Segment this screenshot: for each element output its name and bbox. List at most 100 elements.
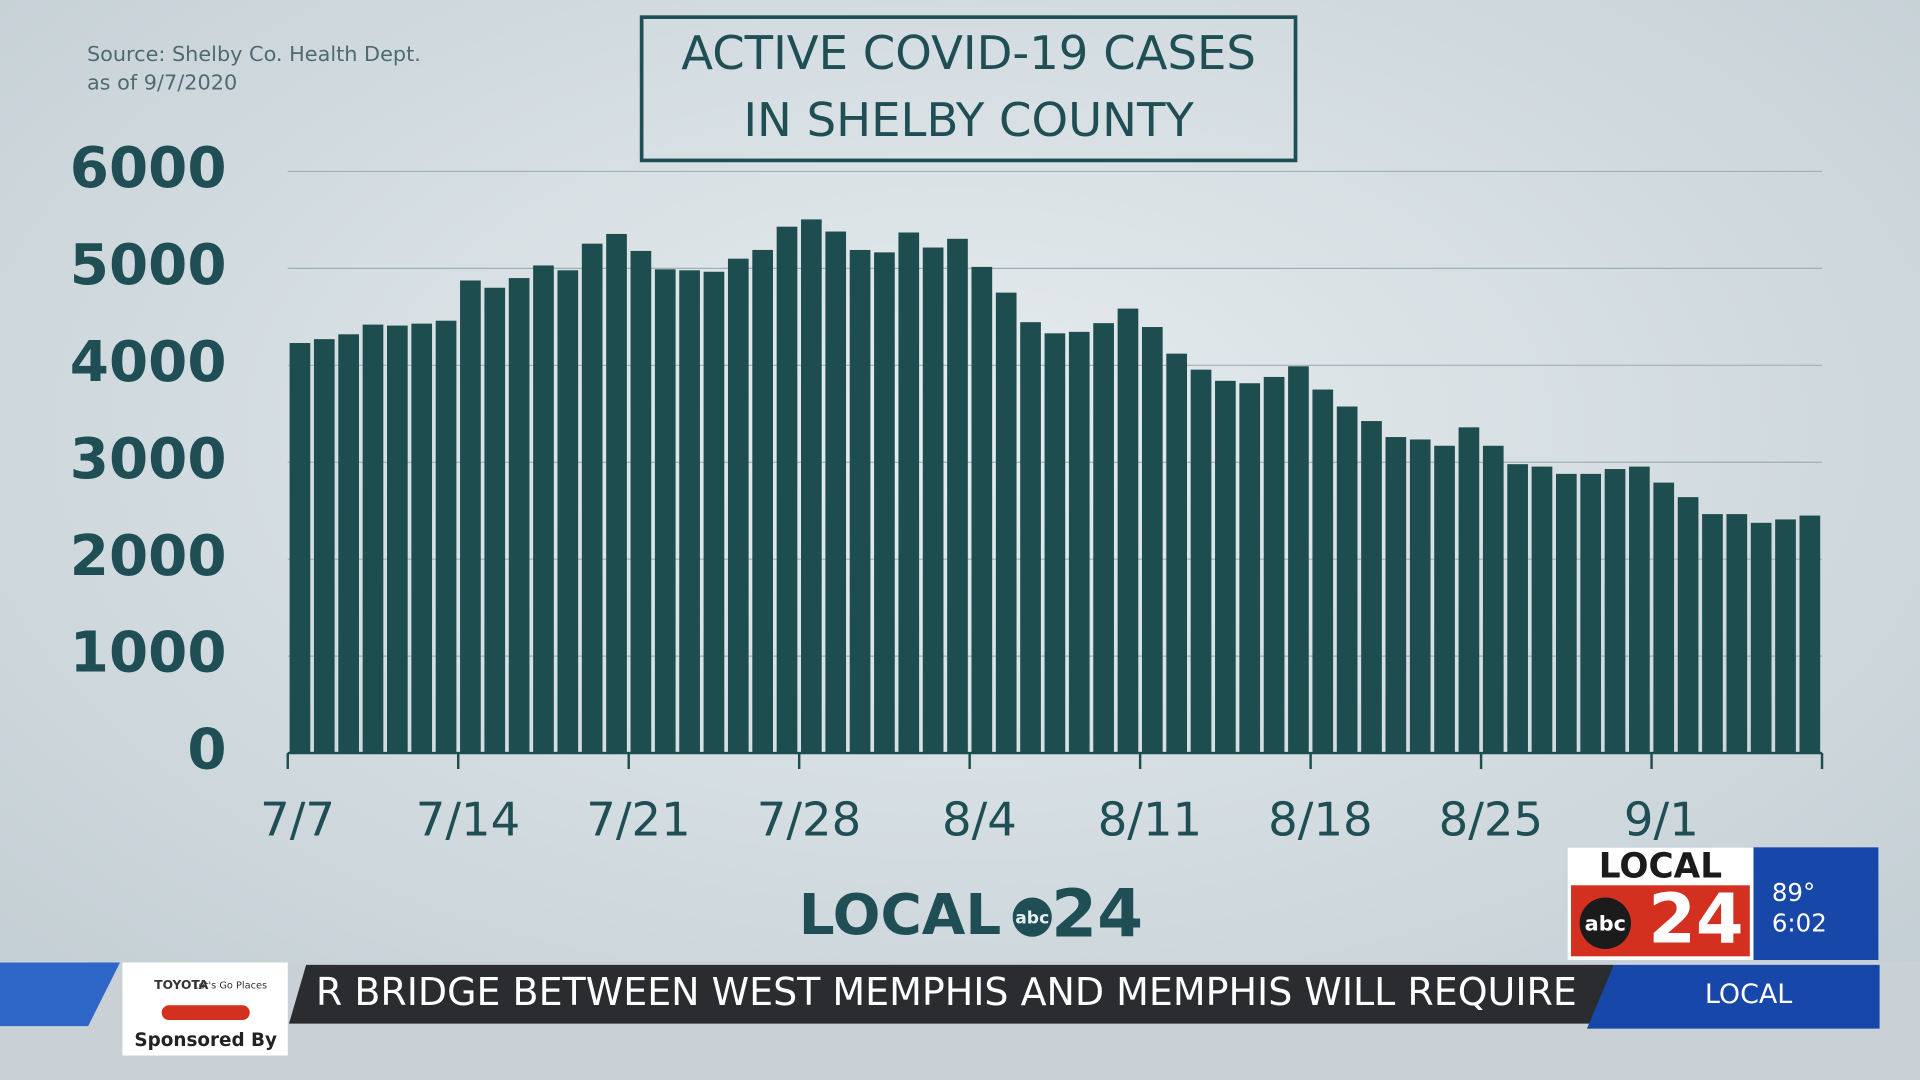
bar [1775, 519, 1796, 754]
chart: Source: Shelby Co. Health Dept. as of 9/… [70, 15, 1824, 846]
bar [1312, 389, 1334, 754]
bar [1336, 406, 1358, 754]
bar [995, 292, 1017, 754]
bar [1726, 514, 1748, 754]
sponsor-slogan: Let's Go Places [193, 981, 267, 992]
station-bug: LOCAL abc 24 89° 6:02 [1567, 847, 1879, 960]
ticker-tag: LOCAL [1705, 979, 1792, 1010]
bar [1799, 515, 1821, 754]
bar [898, 232, 920, 754]
bar [679, 270, 700, 754]
logo-word: LOCAL [799, 883, 1002, 948]
bar [1068, 331, 1090, 754]
station-logo: LOCAL abc 24 [799, 875, 1143, 952]
bug-circle [1579, 897, 1632, 949]
ticker: TOYOTA Let's Go Places Sponsored By R BR… [0, 961, 1920, 1080]
bar [1263, 376, 1285, 754]
y-tick-label: 3000 [70, 427, 227, 492]
bug-number: 24 [1648, 879, 1743, 959]
y-tick-label: 1000 [70, 621, 227, 686]
bar [1677, 497, 1699, 754]
bar [557, 270, 579, 754]
bar [1093, 323, 1114, 754]
bar [1482, 445, 1504, 754]
x-tick-label: 7/28 [757, 792, 861, 846]
bar [338, 334, 359, 754]
bar [849, 249, 871, 754]
bug-word: LOCAL [1599, 847, 1722, 887]
x-tick-label: 7/14 [416, 792, 520, 846]
bar [1141, 327, 1163, 754]
bar [1653, 482, 1675, 754]
y-tick-label: 5000 [70, 233, 227, 298]
y-tick-label: 6000 [70, 136, 227, 201]
x-tick-label: 8/18 [1268, 792, 1372, 846]
bar [1507, 464, 1528, 754]
bar [947, 238, 968, 754]
x-tick-label: 9/1 [1624, 792, 1699, 846]
ticker-left-block [0, 962, 120, 1027]
bar [1190, 369, 1212, 754]
bar [727, 258, 749, 754]
x-tick-label: 8/11 [1098, 792, 1202, 846]
bar [1434, 445, 1455, 754]
x-tick-label: 7/21 [586, 792, 690, 846]
source-line: as of 9/7/2020 [87, 70, 237, 94]
y-tick-label: 2000 [70, 524, 227, 589]
bar [1166, 353, 1188, 754]
bar [922, 247, 944, 754]
bar [1361, 421, 1382, 754]
bar [1580, 473, 1602, 754]
bar [1458, 427, 1480, 754]
clock: 6:02 [1772, 908, 1827, 937]
logo-number: 24 [1051, 875, 1143, 952]
bar [1215, 380, 1236, 754]
bar [1409, 439, 1431, 754]
bar [630, 250, 652, 754]
bar [435, 320, 457, 754]
bar [313, 339, 335, 754]
ticker-text: R BRIDGE BETWEEN WEST MEMPHIS AND MEMPHI… [316, 970, 1577, 1014]
sponsor-pill [161, 1005, 250, 1020]
y-tick-label: 4000 [70, 330, 227, 395]
bar [581, 243, 603, 754]
bar [1702, 514, 1723, 754]
bar [654, 269, 676, 754]
bar [825, 231, 847, 754]
logo-circle [1012, 897, 1052, 937]
bar [508, 278, 530, 754]
ticker-strip [288, 964, 1614, 1024]
bar [1531, 466, 1553, 754]
bar [703, 271, 725, 754]
sponsor-brand: TOYOTA [154, 978, 209, 992]
sponsor-label: Sponsored By [134, 1030, 277, 1051]
bar [971, 266, 993, 754]
ticker-tag-bg [1586, 964, 1880, 1029]
bar [1555, 473, 1577, 754]
bar [1629, 466, 1650, 754]
title-box [639, 15, 1298, 163]
bar [533, 265, 554, 754]
temperature: 89° [1772, 878, 1815, 907]
bar [387, 325, 408, 754]
bar [874, 252, 895, 754]
bar [1044, 333, 1066, 754]
bar [1239, 383, 1261, 754]
chart-title: ACTIVE COVID-19 CASES [681, 26, 1256, 80]
bar [460, 280, 481, 754]
bar [1604, 469, 1626, 754]
bar [411, 323, 433, 754]
x-tick-label: 7/7 [260, 792, 335, 846]
bar [1750, 522, 1772, 754]
logo-network: abc [1015, 908, 1049, 928]
bar [484, 287, 506, 754]
bar [776, 226, 798, 754]
bar [801, 219, 822, 754]
bug-network: abc [1585, 911, 1626, 935]
y-tick-label: 0 [187, 718, 226, 783]
bar [362, 324, 384, 754]
bar [1117, 308, 1139, 754]
bar [1288, 366, 1309, 754]
